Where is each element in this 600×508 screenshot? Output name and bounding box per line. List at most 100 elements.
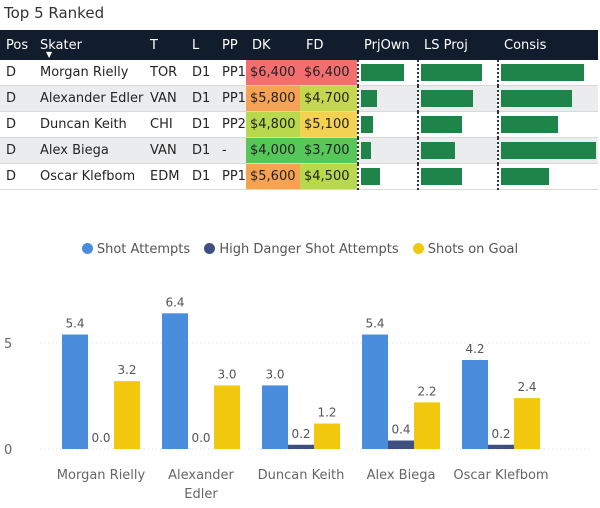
cell-dk: $4,000 bbox=[246, 137, 300, 164]
cell-dk: $5,600 bbox=[246, 163, 300, 190]
col-skater[interactable]: Skater ▼ bbox=[34, 30, 144, 60]
col-pos[interactable]: Pos bbox=[0, 30, 34, 60]
sort-descending-icon: ▼ bbox=[46, 50, 53, 59]
data-label: 5.4 bbox=[365, 317, 384, 331]
cell-skater: Alexander Edler bbox=[34, 85, 144, 112]
cell-dk: $4,800 bbox=[246, 111, 300, 138]
cell-prjown bbox=[357, 85, 418, 112]
col-pp[interactable]: PP bbox=[216, 30, 246, 60]
data-label: 0.0 bbox=[191, 431, 210, 445]
data-label: 2.2 bbox=[417, 384, 436, 398]
cell-consis bbox=[497, 111, 598, 138]
cell-pp: PP1 bbox=[216, 60, 246, 86]
col-prjown[interactable]: PrjOwn bbox=[358, 30, 418, 60]
legend-item-high-danger[interactable]: High Danger Shot Attempts bbox=[204, 242, 399, 257]
cell-skater: Duncan Keith bbox=[34, 111, 144, 138]
chart-legend: Shot Attempts High Danger Shot Attempts … bbox=[0, 242, 600, 257]
cell-prjown bbox=[357, 60, 418, 86]
ranked-table: Pos Skater ▼ T L PP DK FD PrjOwn LS Proj … bbox=[0, 30, 598, 190]
cell-team: CHI bbox=[144, 111, 186, 138]
data-label: 5.4 bbox=[65, 317, 84, 331]
cell-pp: PP1 bbox=[216, 85, 246, 112]
legend-dot bbox=[204, 243, 216, 254]
cell-line: D1 bbox=[186, 137, 216, 164]
col-skater-label: Skater bbox=[40, 37, 82, 53]
col-team[interactable]: T bbox=[144, 30, 186, 60]
cell-consis bbox=[497, 60, 598, 86]
col-dk[interactable]: DK bbox=[246, 30, 300, 60]
cell-fd: $3,700 bbox=[300, 137, 358, 164]
cell-team: VAN bbox=[144, 85, 186, 112]
bar-shots-on-goal bbox=[414, 402, 440, 449]
x-category-label: Alex Biega bbox=[367, 468, 436, 483]
cell-line: D1 bbox=[186, 163, 216, 190]
cell-lsproj bbox=[417, 137, 498, 164]
cell-fd: $4,500 bbox=[300, 163, 358, 190]
table-row[interactable]: D Morgan Rielly TOR D1 PP1 $6,400 $6,400 bbox=[0, 60, 598, 86]
bar-chart: 0 5 5.4 0.0 3.2 Morgan Rielly 6.4 0.0 3.0 Alexand… bbox=[4, 295, 590, 502]
consis-bar bbox=[501, 142, 596, 159]
cell-pos: D bbox=[0, 111, 34, 138]
col-consis[interactable]: Consis bbox=[498, 30, 598, 60]
bar-high-danger-shot-attempts bbox=[288, 444, 314, 449]
x-category-label: Alexander bbox=[168, 468, 234, 483]
table-row[interactable]: D Duncan Keith CHI D1 PP2 $4,800 $5,100 bbox=[0, 111, 598, 138]
bar-shots-on-goal bbox=[114, 381, 140, 449]
data-label: 0.4 bbox=[391, 423, 410, 437]
bar-shots-on-goal bbox=[514, 398, 540, 449]
prjown-bar bbox=[361, 90, 378, 107]
cell-team: EDM bbox=[144, 163, 186, 190]
data-label: 4.2 bbox=[465, 342, 484, 356]
cell-dk: $5,800 bbox=[246, 85, 300, 112]
bar-shots-on-goal bbox=[214, 385, 240, 449]
table-row[interactable]: D Oscar Klefbom EDM D1 PP1 $5,600 $4,500 bbox=[0, 163, 598, 190]
cell-lsproj bbox=[417, 60, 498, 86]
consis-bar bbox=[501, 90, 573, 107]
legend-item-shot-attempts[interactable]: Shot Attempts bbox=[81, 242, 190, 257]
cell-skater: Morgan Rielly bbox=[34, 60, 144, 86]
legend-dot bbox=[412, 243, 424, 254]
cell-consis bbox=[497, 85, 598, 112]
lsproj-bar bbox=[421, 168, 462, 185]
cell-pp: PP1 bbox=[216, 163, 246, 190]
cell-pos: D bbox=[0, 85, 34, 112]
data-label: 3.0 bbox=[265, 367, 284, 381]
cell-fd: $4,700 bbox=[300, 85, 358, 112]
data-label: 3.0 bbox=[217, 367, 236, 381]
x-category-label: Oscar Klefbom bbox=[453, 468, 548, 483]
cell-skater: Oscar Klefbom bbox=[34, 163, 144, 190]
bar-shot-attempts bbox=[62, 334, 88, 449]
table-row[interactable]: D Alex Biega VAN D1- $4,000 $3,700 bbox=[0, 137, 598, 164]
cell-fd: $6,400 bbox=[300, 60, 358, 86]
col-lsproj[interactable]: LS Proj bbox=[418, 30, 498, 60]
cell-dk: $6,400 bbox=[246, 60, 300, 86]
data-label: 3.2 bbox=[117, 363, 136, 377]
cell-pos: D bbox=[0, 137, 34, 164]
cell-skater: Alex Biega bbox=[34, 137, 144, 164]
cell-pos: D bbox=[0, 163, 34, 190]
cell-line: D1 bbox=[186, 85, 216, 112]
y-tick-label: 0 bbox=[4, 443, 12, 458]
prjown-bar bbox=[361, 168, 380, 185]
cell-prjown bbox=[357, 137, 418, 164]
legend-item-shots-on-goal[interactable]: Shots on Goal bbox=[412, 242, 518, 257]
cell-prjown bbox=[357, 163, 418, 190]
consis-bar bbox=[501, 64, 584, 81]
x-category-label: Morgan Rielly bbox=[57, 468, 146, 483]
cell-fd: $5,100 bbox=[300, 111, 358, 138]
table-row[interactable]: D Alexander Edler VAN D1 PP1 $5,800 $4,700 bbox=[0, 85, 598, 112]
cell-lsproj bbox=[417, 85, 498, 112]
col-fd[interactable]: FD bbox=[300, 30, 358, 60]
cell-lsproj bbox=[417, 111, 498, 138]
cell-lsproj bbox=[417, 163, 498, 190]
data-label: 2.4 bbox=[517, 380, 536, 394]
page-title: Top 5 Ranked bbox=[4, 4, 105, 22]
cell-team: VAN bbox=[144, 137, 186, 164]
data-label: 0.2 bbox=[491, 427, 510, 441]
bar-shot-attempts bbox=[162, 313, 188, 449]
prjown-bar bbox=[361, 142, 371, 159]
cell-prjown bbox=[357, 111, 418, 138]
col-line[interactable]: L bbox=[186, 30, 216, 60]
data-label: 6.4 bbox=[165, 295, 184, 309]
y-tick-label: 5 bbox=[4, 337, 12, 352]
